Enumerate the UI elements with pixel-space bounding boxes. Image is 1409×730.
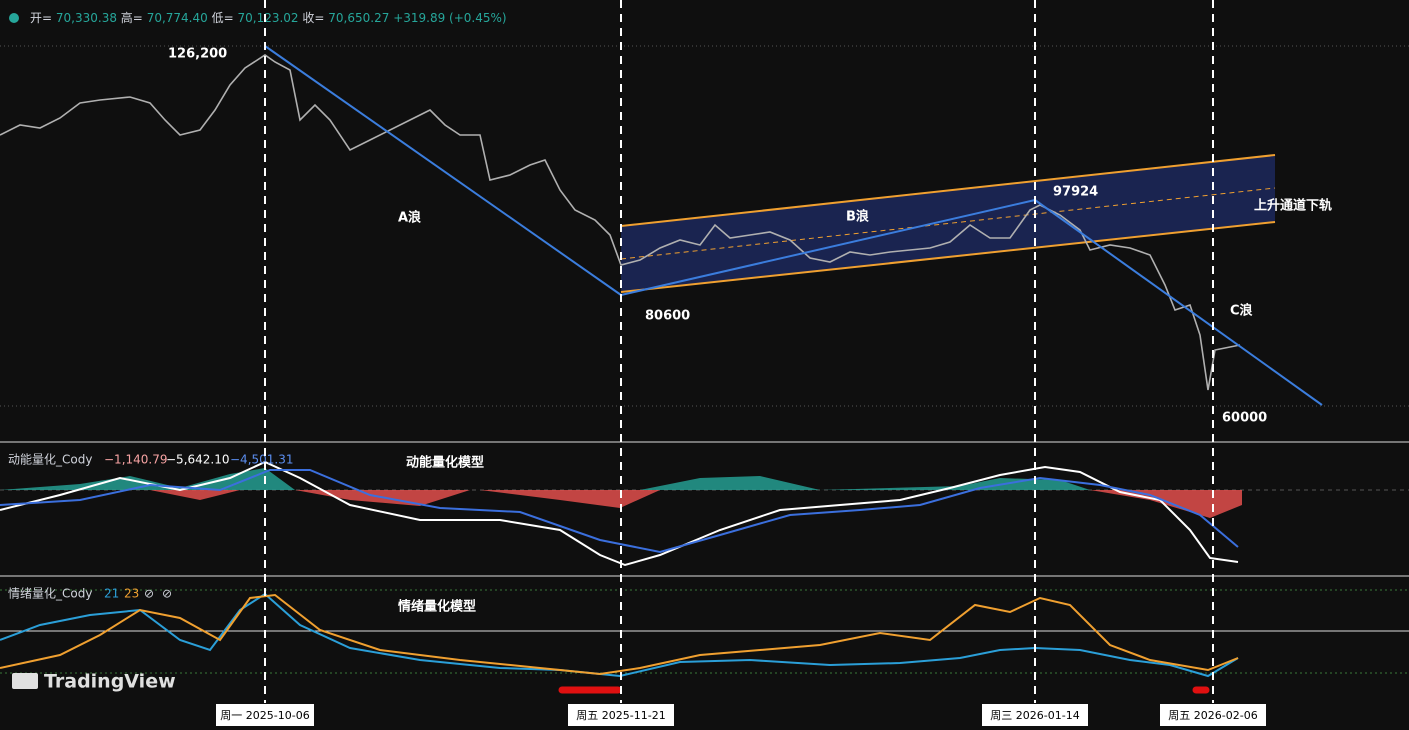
indicator-name: 动能量化_Cody: [8, 453, 92, 467]
header-part: 70,650.27: [328, 11, 389, 25]
header-part: 收=: [302, 11, 324, 25]
annotation: 80600: [645, 309, 690, 324]
wave-b-line: [620, 199, 1036, 296]
annotation: 60000: [1222, 411, 1267, 426]
annotation: C浪: [1230, 303, 1253, 319]
header-part: 高=: [121, 10, 143, 25]
channel-upper: [620, 154, 1276, 227]
sentiment-slow: [0, 593, 1239, 676]
indicator-name: 情绪量化_Cody: [8, 587, 92, 601]
annotation: 126,200: [168, 47, 227, 62]
date-box: [216, 704, 314, 726]
markers: [264, 0, 1214, 703]
indicator-value: 21: [104, 587, 119, 601]
annotation: 97924: [1053, 185, 1098, 200]
ohlc-header: 开= 70,330.38 高= 70,774.40 低= 70,123.02 收…: [30, 10, 507, 25]
header-part: 开=: [30, 11, 52, 25]
annotation: 上升通道下轨: [1254, 198, 1332, 214]
indicator-value: −1,140.79: [104, 453, 168, 467]
logo-icon: [12, 673, 38, 689]
indicator-value: 23: [124, 587, 139, 601]
header-part: 70,774.40: [147, 11, 208, 25]
indicator-value: −5,642.10: [166, 453, 230, 467]
date-box: [982, 704, 1088, 726]
date-label: 周五 2026-02-06: [1168, 709, 1257, 722]
channel-mid: [620, 187, 1276, 260]
date-label: 周一 2025-10-06: [220, 709, 309, 722]
header-part: 70,330.38: [56, 11, 117, 25]
indicator-title: 动能量化模型: [406, 455, 484, 471]
header-part: 70,123.02: [237, 11, 298, 25]
date-box: [1160, 704, 1266, 726]
logo: TradingView: [44, 671, 176, 693]
annotation: B浪: [846, 209, 869, 225]
date-label: 周三 2026-01-14: [990, 709, 1079, 722]
header-part: 低=: [212, 11, 234, 25]
annotation: A浪: [398, 210, 421, 226]
indicator-value: ⊘: [162, 587, 172, 601]
date-label: 周五 2025-11-21: [576, 709, 665, 722]
indicator-value: ⊘: [144, 587, 154, 601]
dea-line: [0, 469, 1239, 554]
histogram-positive: [0, 468, 1090, 490]
wave-a-line: [264, 45, 622, 296]
histogram-negative: [150, 490, 1242, 518]
status-dot: [9, 13, 19, 23]
channel-lower: [620, 221, 1276, 293]
date-box: [568, 704, 674, 726]
indicator-value: −4,501.31: [230, 453, 294, 467]
wave-c-line: [1034, 199, 1323, 406]
price-path: [0, 54, 1241, 391]
header-part: +319.89 (+0.45%): [393, 11, 506, 25]
indicator-title: 情绪量化模型: [398, 599, 476, 615]
